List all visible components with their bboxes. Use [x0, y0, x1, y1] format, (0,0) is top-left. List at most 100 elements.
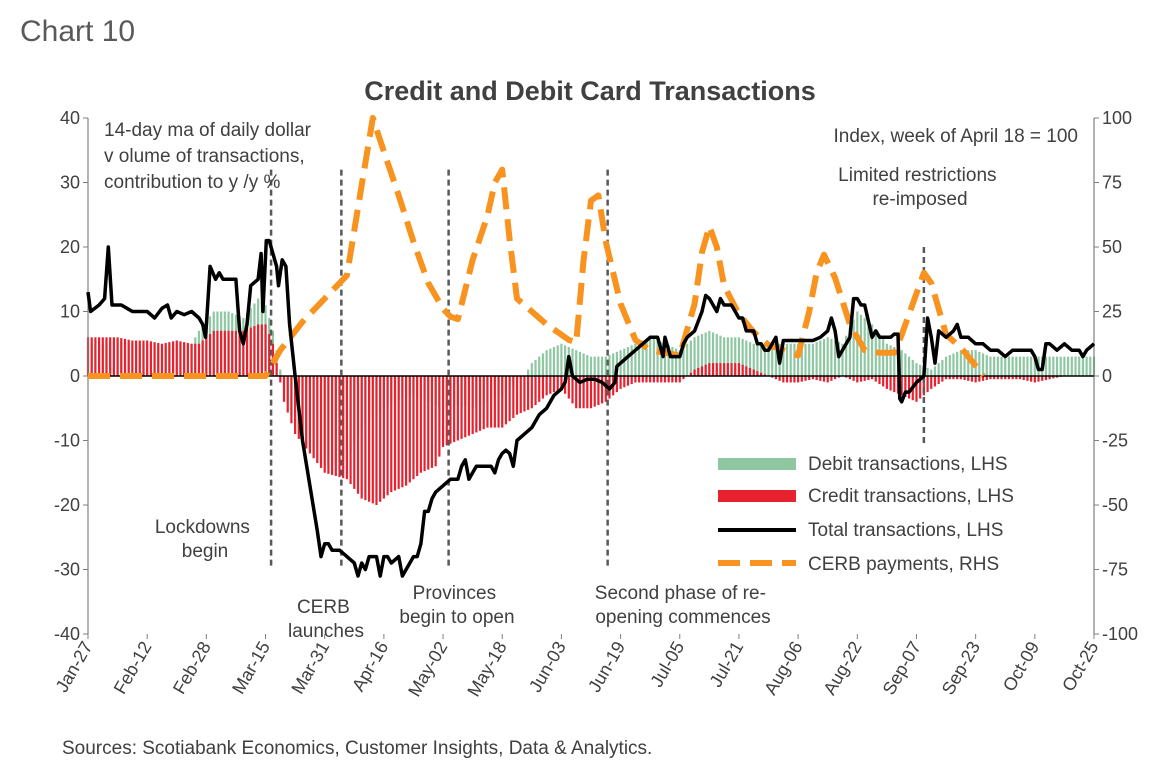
credit-bar: [186, 342, 189, 376]
debit-bar: [667, 345, 670, 376]
debit-bar: [937, 363, 940, 376]
debit-bar: [1030, 356, 1033, 376]
x-tick-label: Sep-07: [879, 638, 925, 698]
debit-bar: [811, 343, 815, 376]
debit-bar: [1011, 356, 1014, 376]
legend-label-total: Total transactions, LHS: [808, 520, 1003, 541]
left-axis-note: 14-day ma of daily dollar v olume of tra…: [104, 120, 316, 193]
credit-bar: [848, 376, 851, 380]
credit-bar: [974, 376, 977, 383]
debit-bar: [541, 353, 545, 376]
debit-bar: [715, 334, 718, 376]
annotation-restrictions: Limited restrictions re-imposed: [838, 165, 1002, 210]
debit-bar: [671, 346, 674, 376]
annotation-lockdowns: Lockdowns begin: [155, 517, 255, 562]
legend-swatch-credit: [718, 490, 796, 502]
credit-bar: [837, 376, 840, 378]
credit-bar: [933, 376, 937, 387]
annotation-second-phase: Second phase of re- opening commences: [595, 583, 771, 628]
debit-bar: [981, 353, 985, 376]
debit-bar: [967, 350, 970, 376]
x-tick-label: Jul-21: [706, 638, 748, 690]
credit-bar: [397, 376, 400, 489]
debit-bar: [800, 343, 803, 376]
credit-bar: [834, 376, 837, 380]
credit-bar: [989, 376, 992, 380]
credit-bar: [460, 376, 463, 439]
credit-bar: [264, 324, 267, 376]
debit-bar: [930, 369, 933, 376]
debit-bar: [963, 350, 966, 376]
credit-bar: [1007, 376, 1011, 380]
debit-bar: [907, 356, 911, 376]
debit-bar: [1070, 356, 1073, 376]
credit-bar: [771, 376, 774, 378]
credit-bar: [700, 366, 704, 376]
credit-bar: [216, 330, 219, 376]
credit-bar: [748, 367, 752, 376]
credit-bar: [734, 363, 737, 376]
debit-bar: [882, 338, 885, 376]
chart-title: Credit and Debit Card Transactions: [364, 76, 816, 106]
cerb-layer: [88, 115, 986, 379]
credit-bar: [386, 376, 389, 496]
credit-bar: [826, 376, 829, 383]
x-tick-label: Mar-31: [287, 638, 333, 697]
credit-bar: [168, 342, 171, 376]
credit-bar: [453, 376, 456, 443]
debit-bar: [989, 356, 992, 376]
debit-bar: [686, 343, 689, 376]
debit-bar: [933, 366, 937, 376]
credit-bar: [220, 330, 223, 376]
credit-bar: [279, 376, 282, 383]
credit-bar: [164, 342, 167, 376]
credit-bar: [253, 326, 256, 376]
left-tick-label: 10: [60, 302, 80, 322]
debit-bar: [1085, 356, 1088, 376]
debit-bar: [615, 351, 618, 376]
credit-bar: [223, 330, 226, 376]
credit-bar: [1018, 376, 1022, 380]
credit-bar: [541, 376, 545, 399]
source-note: Sources: Scotiabank Economics, Customer …: [62, 738, 652, 759]
credit-bar: [116, 337, 119, 376]
credit-bar: [956, 376, 959, 380]
credit-bar: [760, 372, 763, 376]
debit-bar: [660, 342, 663, 376]
credit-bar: [967, 376, 970, 381]
left-tick-label: -30: [54, 560, 80, 580]
credit-bar: [286, 376, 289, 413]
credit-bar: [408, 376, 411, 483]
credit-bar: [578, 376, 581, 409]
credit-bar: [149, 341, 152, 376]
credit-bar: [545, 376, 548, 396]
credit-bar: [238, 330, 241, 376]
credit-bar: [645, 376, 648, 383]
credit-bar: [852, 376, 855, 381]
credit-bar: [94, 337, 97, 376]
credit-bar: [993, 376, 996, 380]
x-tick-label: Mar-15: [228, 638, 274, 697]
debit-bar: [726, 337, 729, 376]
debit-bar: [582, 353, 585, 376]
debit-bar: [560, 343, 563, 376]
debit-bar: [1048, 356, 1051, 376]
credit-bar: [323, 376, 326, 473]
credit-bar: [412, 376, 415, 480]
debit-bar: [623, 348, 626, 376]
credit-bar: [282, 376, 286, 402]
debit-bar: [689, 340, 692, 376]
debit-bar: [996, 356, 999, 376]
annotation-line: Limited restrictions: [838, 165, 996, 186]
credit-bar: [194, 343, 197, 376]
credit-bar: [1048, 376, 1051, 380]
credit-bar: [552, 376, 556, 393]
credit-bar: [856, 376, 859, 383]
credit-bar: [723, 363, 726, 376]
credit-bar: [342, 376, 345, 479]
credit-bar: [471, 376, 474, 435]
credit-bar: [789, 376, 792, 383]
credit-bar: [120, 338, 123, 376]
credit-bar: [98, 337, 101, 376]
annotation-line: Lockdowns: [155, 517, 250, 538]
